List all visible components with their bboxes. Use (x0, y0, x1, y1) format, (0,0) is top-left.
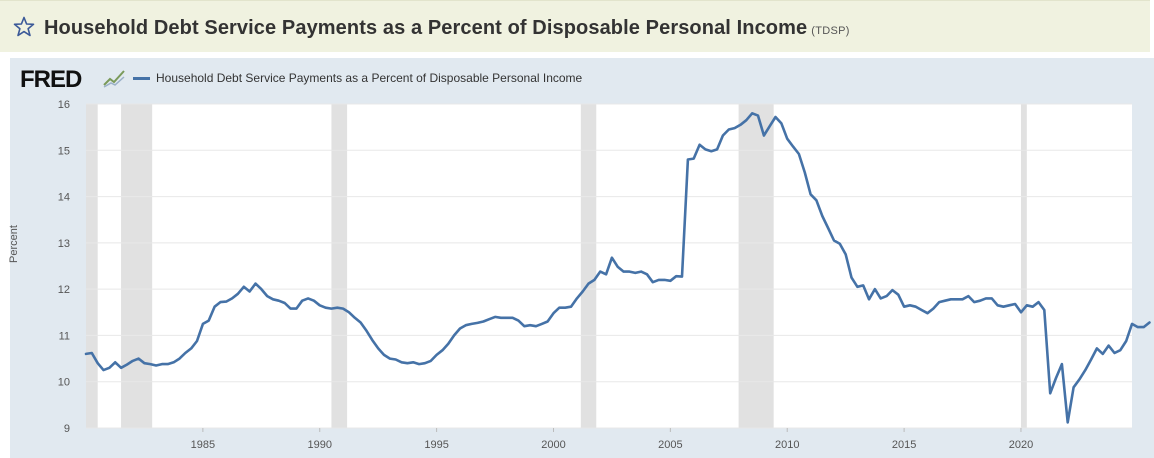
page-title: Household Debt Service Payments as a Per… (44, 17, 850, 40)
x-tick-label: 1990 (308, 439, 332, 451)
chart-panel: FRED Household Debt Service Payments as … (8, 58, 1154, 458)
recession-band (1020, 104, 1027, 428)
chart-legend: Household Debt Service Payments as a Per… (133, 71, 582, 85)
x-tick-label: 1985 (191, 439, 215, 451)
x-tick-label: 2020 (1009, 439, 1033, 451)
x-tick-label: 2005 (658, 439, 682, 451)
y-tick-label: 12 (58, 284, 70, 296)
recession-band (331, 104, 348, 428)
y-tick-label: 15 (58, 145, 70, 157)
recession-band (738, 104, 774, 428)
x-tick-label: 1995 (424, 439, 448, 451)
recession-band (580, 104, 597, 428)
y-tick-label: 11 (59, 330, 70, 342)
y-tick-label: 13 (58, 238, 70, 250)
recession-band (86, 104, 98, 428)
y-tick-label: 16 (58, 99, 70, 111)
series-id: (TDSP) (811, 25, 850, 37)
fred-logo: FRED (20, 66, 82, 93)
series-line-0 (84, 111, 1151, 424)
y-tick-label: 9 (64, 423, 70, 435)
star-outline-icon[interactable] (12, 15, 36, 39)
recession-band (121, 104, 153, 428)
x-tick-label: 2010 (775, 439, 799, 451)
x-tick-label: 2000 (541, 439, 565, 451)
y-tick-label: 14 (58, 192, 70, 204)
fred-trend-line-icon (102, 68, 126, 88)
legend-swatch (133, 76, 150, 80)
legend-label: Household Debt Service Payments as a Per… (156, 71, 583, 85)
x-tick-label: 2015 (892, 439, 916, 451)
line-chart[interactable]: 9 10 11 12 13 14 15 16 1985 1990 1995 2000 2005 2010 2… (10, 58, 1154, 458)
title-text: Household Debt Service Payments as a Per… (44, 17, 808, 39)
y-tick-label: 10 (58, 377, 70, 389)
title-bar: Household Debt Service Payments as a Per… (0, 0, 1150, 52)
